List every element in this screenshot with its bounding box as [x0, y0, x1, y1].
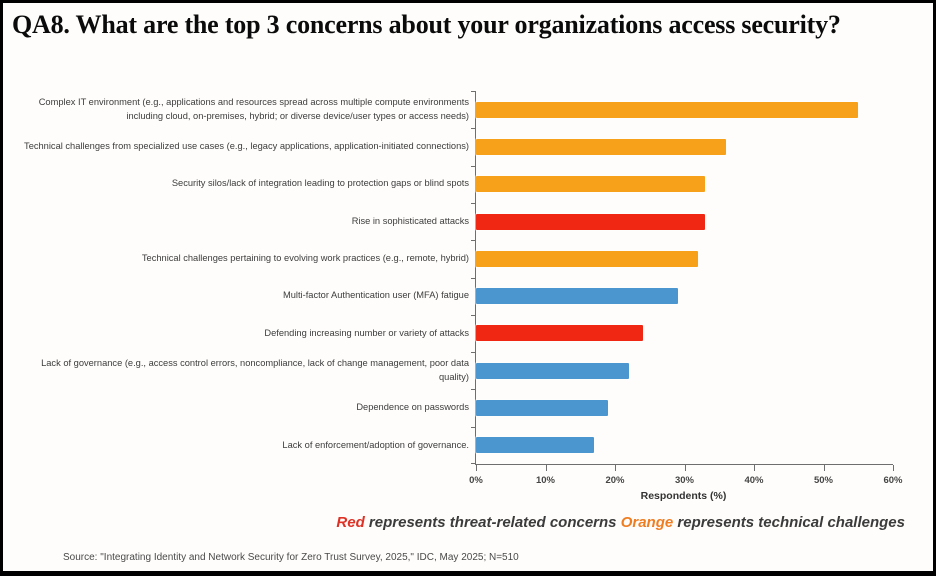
- category-labels: Complex IT environment (e.g., applicatio…: [17, 91, 469, 464]
- bar: [476, 288, 678, 305]
- plot-area: 0% 10% 20% 30% 40% 50% 60%: [469, 91, 903, 486]
- legend-text-segment: Orange: [620, 514, 674, 531]
- x-tick-label: 0%: [469, 475, 483, 486]
- category-label: Multi-factor Authentication user (MFA) f…: [282, 290, 469, 301]
- x-axis-tick: [476, 465, 477, 471]
- y-axis-tick: [471, 389, 476, 391]
- category-label: Complex IT environment (e.g., applicatio…: [38, 97, 469, 121]
- bar: [476, 250, 699, 267]
- page-title: QA8. What are the top 3 concerns about y…: [12, 10, 841, 39]
- y-axis-tick: [471, 277, 476, 279]
- x-tick-label: 50%: [813, 475, 834, 486]
- y-axis-tick: [471, 240, 476, 242]
- bar: [476, 362, 629, 379]
- category-label: Defending increasing number or variety o…: [264, 327, 469, 338]
- y-axis-tick: [471, 426, 476, 428]
- legend-text-segment: represents technical challenges: [673, 514, 905, 531]
- category-label: Technical challenges pertaining to evolv…: [141, 253, 469, 264]
- bar: [476, 213, 706, 230]
- x-axis-tick: [545, 465, 547, 471]
- y-axis-tick: [471, 165, 476, 167]
- y-axis-tick: [471, 314, 476, 316]
- category-label: Security silos/lack of integration leadi…: [171, 178, 469, 189]
- bar: [476, 437, 595, 454]
- x-tick-label: 60%: [883, 475, 903, 486]
- category-label: Dependence on passwords: [356, 402, 469, 413]
- category-label: Lack of enforcement/adoption of governan…: [282, 439, 469, 450]
- x-tick-label: 40%: [744, 475, 764, 486]
- legend-text-segment: represents threat-related concerns: [364, 514, 621, 531]
- x-tick-label: 20%: [605, 475, 625, 486]
- legend-text-segment: Red: [336, 514, 365, 531]
- bar: [476, 325, 643, 342]
- bar: [476, 101, 859, 118]
- bar: [476, 400, 609, 417]
- category-label: Rise in sophisticated attacks: [351, 215, 469, 226]
- source-note: Source: "Integrating Identity and Networ…: [63, 552, 519, 563]
- category-label: Technical challenges from specialized us…: [24, 141, 469, 152]
- y-axis-tick: [471, 352, 476, 354]
- y-axis-tick: [471, 463, 476, 464]
- x-axis-tick: [823, 465, 825, 471]
- category-label: Lack of governance (e.g., access control…: [41, 358, 469, 382]
- x-axis-tick: [893, 465, 894, 471]
- bar: [476, 138, 727, 155]
- x-tick-label: 30%: [674, 475, 695, 486]
- x-axis-title: Respondents (%): [640, 490, 727, 502]
- bar: [476, 176, 706, 193]
- y-axis-tick: [471, 128, 476, 130]
- y-axis-tick: [471, 91, 476, 92]
- x-tick-label: 10%: [535, 475, 556, 486]
- x-axis-tick: [684, 465, 686, 471]
- legend: Red represents threat-related concerns O…: [336, 514, 905, 531]
- y-axis-tick: [471, 202, 476, 204]
- x-axis-tick: [615, 465, 616, 471]
- x-axis-tick: [754, 465, 755, 471]
